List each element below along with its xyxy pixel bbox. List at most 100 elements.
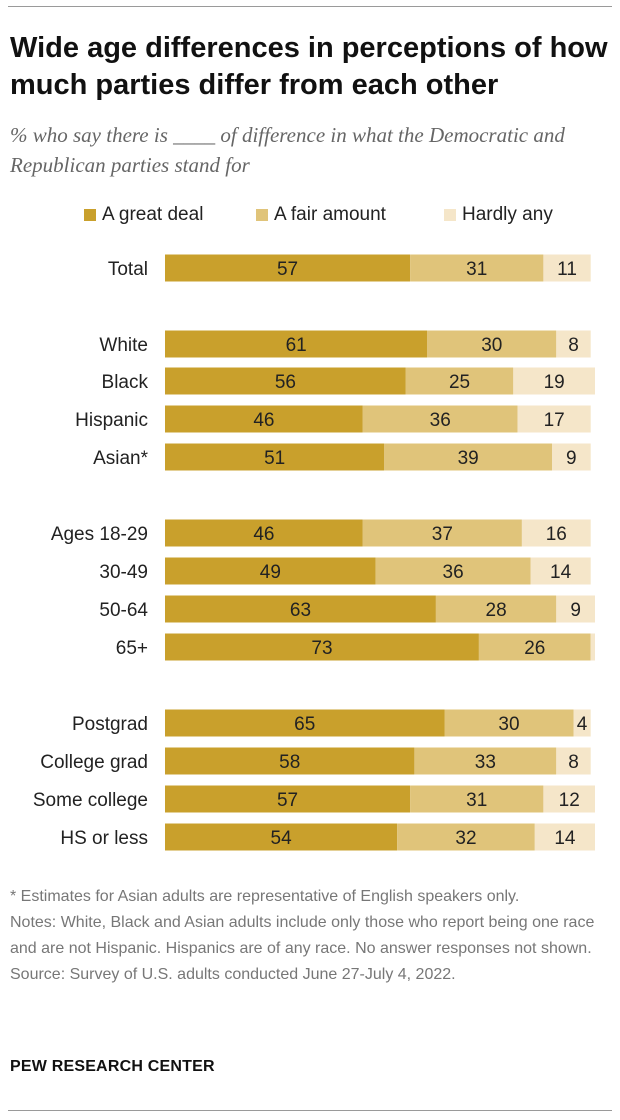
data-label-white-fair-amount: 30 [481, 335, 502, 356]
bar-segment-65-hardly-any [590, 633, 595, 661]
data-label-ages-18-29-hardly-any: 16 [546, 524, 567, 545]
data-label-white-hardly-any: 8 [568, 335, 579, 356]
bar-segment-ages-18-29-fair-amount [362, 519, 522, 547]
legend: A great deal A fair amount Hardly any [0, 204, 620, 234]
category-label-65: 65+ [116, 638, 148, 659]
data-label-ages-18-29-great-deal: 46 [253, 524, 274, 545]
data-label-college-grad-hardly-any: 8 [568, 752, 579, 773]
data-label-black-fair-amount: 25 [449, 372, 470, 393]
bar-segment-total-great-deal [165, 254, 411, 282]
data-label-hs-or-less-hardly-any: 14 [554, 828, 576, 849]
legend-item-great-deal: A great deal [84, 204, 203, 226]
organization-name: PEW RESEARCH CENTER [10, 1058, 215, 1075]
data-label-65-fair-amount: 26 [524, 638, 545, 659]
category-label-hs-or-less: HS or less [60, 828, 148, 849]
bar-segment-black-great-deal [165, 367, 406, 395]
data-label-postgrad-fair-amount: 30 [498, 714, 519, 735]
bar-segment-hispanic-hardly-any [517, 405, 591, 433]
bar-segment-total-fair-amount [410, 254, 544, 282]
category-label-college-grad: College grad [40, 752, 148, 773]
data-label-some-college-great-deal: 57 [277, 790, 298, 811]
category-label-white: White [99, 335, 148, 356]
data-label-black-hardly-any: 19 [544, 372, 565, 393]
data-label-50-64-hardly-any: 9 [570, 600, 581, 621]
data-label-asian-fair-amount: 39 [458, 448, 479, 469]
bar-segment-asian-great-deal [165, 443, 385, 471]
data-label-total-great-deal: 57 [277, 259, 298, 280]
bar-segment-65-great-deal [165, 633, 479, 661]
bar-segment-hs-or-less-fair-amount [397, 823, 535, 851]
data-label-hispanic-great-deal: 46 [253, 410, 274, 431]
source-note: Source: Survey of U.S. adults conducted … [10, 966, 456, 983]
asterisk-note: * Estimates for Asian adults are represe… [10, 888, 520, 905]
legend-swatch-hardly-any [444, 209, 456, 221]
bar-segment-30-49-fair-amount [375, 557, 531, 585]
data-label-30-49-fair-amount: 36 [443, 562, 464, 583]
notes-text: Notes: White, Black and Asian adults inc… [10, 914, 595, 957]
bar-segment-college-grad-fair-amount [414, 747, 557, 775]
bar-segment-50-64-great-deal [165, 595, 436, 623]
data-label-white-great-deal: 61 [286, 335, 307, 356]
category-label-postgrad: Postgrad [72, 714, 148, 735]
data-label-50-64-great-deal: 63 [290, 600, 311, 621]
bottom-rule [8, 1110, 612, 1111]
bar-segment-postgrad-fair-amount [444, 709, 574, 737]
bar-segment-some-college-great-deal [165, 785, 411, 813]
bar-segment-total-hardly-any [543, 254, 591, 282]
data-label-ages-18-29-fair-amount: 37 [432, 524, 453, 545]
category-label-total: Total [108, 259, 148, 280]
category-label-50-64: 50-64 [99, 600, 148, 621]
bar-segment-hs-or-less-hardly-any [534, 823, 595, 851]
bar-segment-white-hardly-any [556, 330, 591, 358]
bar-segment-some-college-hardly-any [543, 785, 595, 813]
bar-segment-hs-or-less-great-deal [165, 823, 398, 851]
data-label-college-grad-great-deal: 58 [279, 752, 300, 773]
bar-segment-65-fair-amount [478, 633, 591, 661]
legend-label-great-deal: A great deal [102, 204, 204, 225]
data-label-hs-or-less-great-deal: 54 [271, 828, 293, 849]
data-label-college-grad-fair-amount: 33 [475, 752, 496, 773]
data-label-asian-great-deal: 51 [264, 448, 285, 469]
bar-segment-30-49-hardly-any [530, 557, 591, 585]
bar-segment-hispanic-fair-amount [362, 405, 518, 433]
stacked-bar-chart: Total 57 31 11 White 61 30 8 Black 56 25 19 Hispanic… [33, 254, 595, 851]
category-label-some-college: Some college [33, 790, 148, 811]
category-label-30-49: 30-49 [99, 562, 148, 583]
data-label-hs-or-less-fair-amount: 32 [455, 828, 476, 849]
bar-segment-30-49-great-deal [165, 557, 376, 585]
top-rule [8, 6, 612, 7]
chart-subtitle: % who say there is ____ of difference in… [10, 123, 565, 177]
bar-segment-college-grad-great-deal [165, 747, 415, 775]
bar-segment-black-hardly-any [513, 367, 595, 395]
chart-title: Wide age differences in perceptions of h… [10, 32, 608, 101]
data-label-total-hardly-any: 11 [557, 259, 577, 280]
data-label-50-64-fair-amount: 28 [486, 600, 507, 621]
bar-segment-some-college-fair-amount [410, 785, 544, 813]
bar-segment-50-64-hardly-any [556, 595, 595, 623]
bar-segment-asian-hardly-any [552, 443, 591, 471]
bar-segment-white-fair-amount [427, 330, 557, 358]
category-label-ages-18-29: Ages 18-29 [51, 524, 148, 545]
bar-segment-white-great-deal [165, 330, 428, 358]
bar-segment-postgrad-hardly-any [573, 709, 591, 737]
legend-item-fair-amount: A fair amount [256, 204, 386, 226]
data-label-30-49-great-deal: 49 [260, 562, 281, 583]
category-label-hispanic: Hispanic [75, 410, 148, 431]
data-label-hispanic-hardly-any: 17 [544, 410, 565, 431]
legend-label-fair-amount: A fair amount [274, 204, 386, 225]
data-label-some-college-hardly-any: 12 [559, 790, 580, 811]
legend-swatch-great-deal [84, 209, 96, 221]
data-label-some-college-fair-amount: 31 [466, 790, 487, 811]
legend-item-hardly-any: Hardly any [444, 204, 553, 226]
data-label-postgrad-great-deal: 65 [294, 714, 315, 735]
bar-segment-college-grad-hardly-any [556, 747, 591, 775]
category-label-asian: Asian* [93, 448, 149, 469]
bar-segment-50-64-fair-amount [435, 595, 557, 623]
bar-segment-postgrad-great-deal [165, 709, 445, 737]
data-label-postgrad-hardly-any: 4 [577, 714, 588, 735]
category-label-black: Black [102, 372, 149, 393]
bar-segment-hispanic-great-deal [165, 405, 363, 433]
bar-segment-asian-fair-amount [384, 443, 552, 471]
data-label-black-great-deal: 56 [275, 372, 296, 393]
data-label-hispanic-fair-amount: 36 [430, 410, 451, 431]
